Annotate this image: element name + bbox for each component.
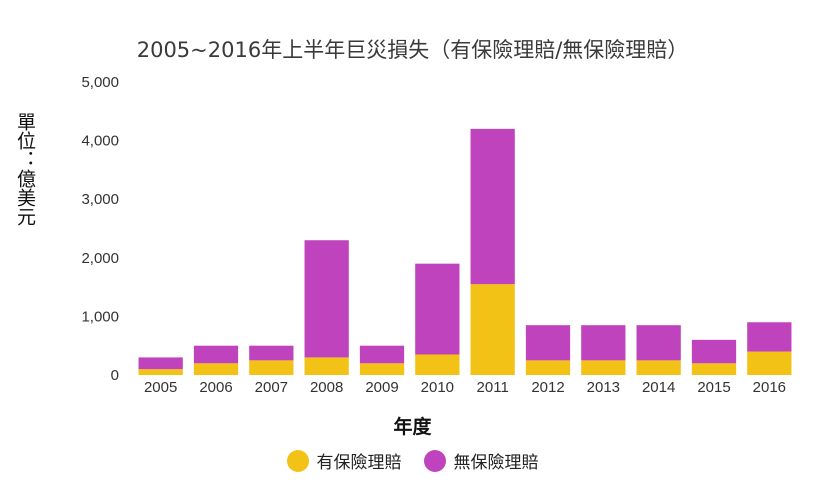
y-axis-ticks: 0 1,000 2,000 3,000 4,000 5,000 [81,74,119,384]
bar-insured-2012[interactable] [525,360,571,375]
bar-insured-2005[interactable] [138,369,183,375]
bar-uninsured-2008[interactable] [304,240,349,358]
x-tick-label: 2013 [587,379,620,396]
bar-insured-2008[interactable] [304,357,349,375]
legend: 有保險理賠 無保險理賠 [0,448,825,473]
x-tick-label: 2011 [477,379,509,396]
y-tick-label: 3,000 [81,191,119,208]
legend-swatch-uninsured [423,449,446,472]
bar-insured-2009[interactable] [359,363,405,375]
x-tick-label: 2015 [697,379,730,396]
bar-uninsured-2006[interactable] [193,345,239,364]
x-tick-label: 2012 [531,379,564,396]
legend-swatch-insured [286,449,309,472]
bar-uninsured-2012[interactable] [525,325,571,361]
y-tick-label: 0 [111,367,119,384]
legend-item-uninsured[interactable]: 無保險理賠 [423,448,539,473]
y-axis-label: 單位：億美元 [14,112,36,226]
bar-insured-2013[interactable] [581,360,626,375]
y-tick-label: 1,000 [81,308,119,325]
bar-uninsured-2016[interactable] [747,322,792,352]
x-tick-label: 2016 [753,379,786,396]
bar-insured-2007[interactable] [249,360,294,375]
x-tick-label: 2014 [642,379,675,396]
bar-insured-2011[interactable] [470,284,515,375]
legend-label-uninsured: 無保險理賠 [453,453,539,473]
bar-uninsured-2014[interactable] [636,325,681,361]
bar-uninsured-2015[interactable] [691,339,737,364]
bar-insured-2014[interactable] [636,360,681,375]
legend-item-insured[interactable]: 有保險理賠 [286,448,402,473]
bar-insured-2016[interactable] [747,351,792,375]
bar-insured-2015[interactable] [691,363,737,375]
x-axis-ticks: 2005 2006 2007 2008 2009 2010 2011 2012 2013 2014… [144,379,786,396]
x-tick-label: 2005 [144,379,177,396]
chart-title: 2005~2016年上半年巨災損失（有保險理賠/無保險理賠） [136,38,689,62]
legend-label-insured: 有保險理賠 [316,453,402,473]
bar-insured-2006[interactable] [193,363,239,375]
bar-uninsured-2009[interactable] [359,345,405,364]
bar-uninsured-2013[interactable] [581,325,626,361]
y-tick-label: 4,000 [81,133,119,150]
x-tick-label: 2010 [421,379,454,396]
x-axis-label: 年度 [393,416,432,438]
bar-uninsured-2010[interactable] [415,263,460,355]
bar-insured-2010[interactable] [415,354,460,375]
y-tick-label: 5,000 [81,74,119,91]
bars [138,128,792,375]
x-tick-label: 2009 [365,379,398,396]
y-tick-label: 2,000 [81,250,119,267]
x-tick-label: 2006 [199,379,232,396]
x-tick-label: 2008 [310,379,343,396]
x-tick-label: 2007 [255,379,288,396]
bar-uninsured-2005[interactable] [138,357,183,370]
bar-uninsured-2011[interactable] [470,128,515,285]
bar-uninsured-2007[interactable] [249,345,294,361]
